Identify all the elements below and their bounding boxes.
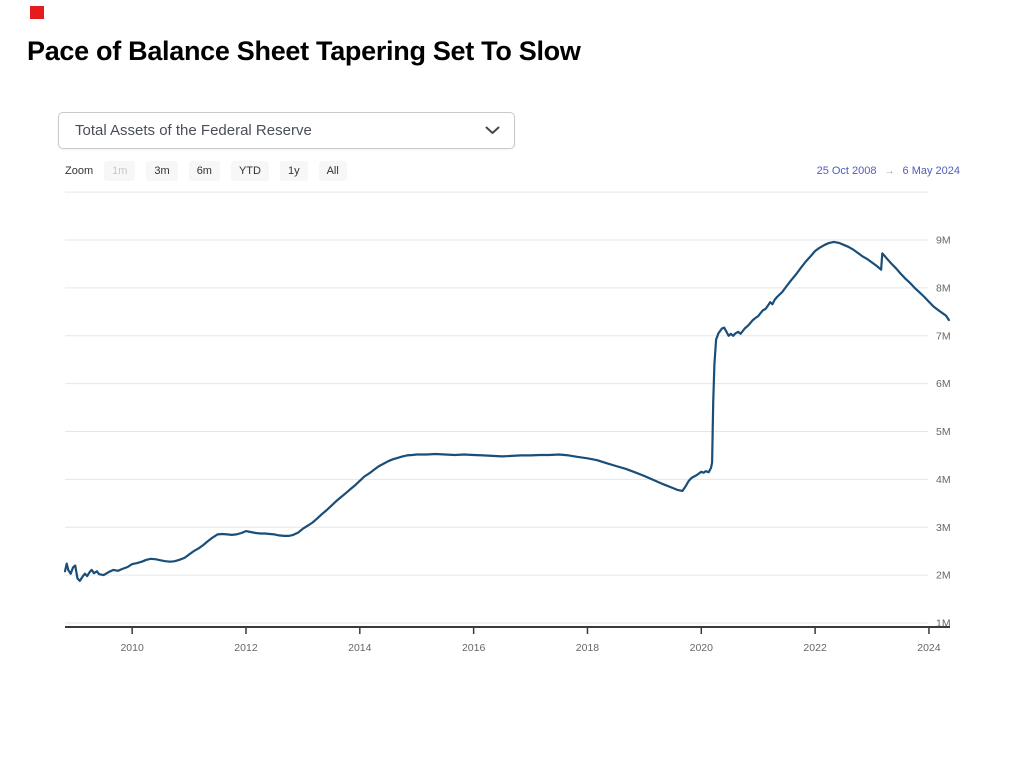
y-axis-tick-label: 7M <box>936 330 951 342</box>
zoom-button-ytd[interactable]: YTD <box>230 161 269 181</box>
x-axis-tick-label: 2022 <box>803 642 827 654</box>
x-axis-tick-label: 2016 <box>462 642 486 654</box>
x-axis-tick-label: 2020 <box>690 642 714 654</box>
y-axis-tick-label: 8M <box>936 282 951 294</box>
series-line-total-assets <box>63 240 950 582</box>
zoom-label: Zoom <box>65 165 94 177</box>
x-axis-tick-label: 2014 <box>348 642 372 654</box>
y-axis-tick-label: 6M <box>936 378 951 390</box>
page-title: Pace of Balance Sheet Tapering Set To Sl… <box>27 36 581 66</box>
zoom-button-3m[interactable]: 3m <box>146 161 178 181</box>
x-axis-tick-label: 2024 <box>917 642 941 654</box>
zoom-button-1m[interactable]: 1m <box>104 161 136 181</box>
y-axis-tick-label: 5M <box>936 426 951 438</box>
red-accent-square <box>30 6 44 19</box>
series-select-dropdown[interactable]: Total Assets of the Federal Reserve <box>58 112 515 149</box>
range-start-date[interactable]: 25 Oct 2008 <box>816 165 877 177</box>
chart-toolbar: Zoom 1m 3m 6m YTD 1y All 25 Oct 2008 → 6… <box>65 160 960 182</box>
x-axis-tick-label: 2012 <box>234 642 258 654</box>
y-axis-tick-label: 9M <box>936 235 951 247</box>
zoom-button-all[interactable]: All <box>318 161 347 181</box>
chevron-down-icon <box>485 126 500 135</box>
series-select-value: Total Assets of the Federal Reserve <box>75 122 312 139</box>
x-axis-tick-label: 2010 <box>120 642 144 654</box>
y-axis-tick-label: 3M <box>936 522 951 534</box>
zoom-button-6m[interactable]: 6m <box>188 161 220 181</box>
range-arrow-icon: → <box>884 165 895 177</box>
y-axis-tick-label: 4M <box>936 474 951 486</box>
range-end-date[interactable]: 6 May 2024 <box>902 165 960 177</box>
zoom-button-1y[interactable]: 1y <box>279 161 308 181</box>
date-range-display: 25 Oct 2008 → 6 May 2024 <box>817 165 960 177</box>
y-axis-tick-label: 2M <box>936 570 951 582</box>
x-axis-tick-label: 2018 <box>576 642 600 654</box>
